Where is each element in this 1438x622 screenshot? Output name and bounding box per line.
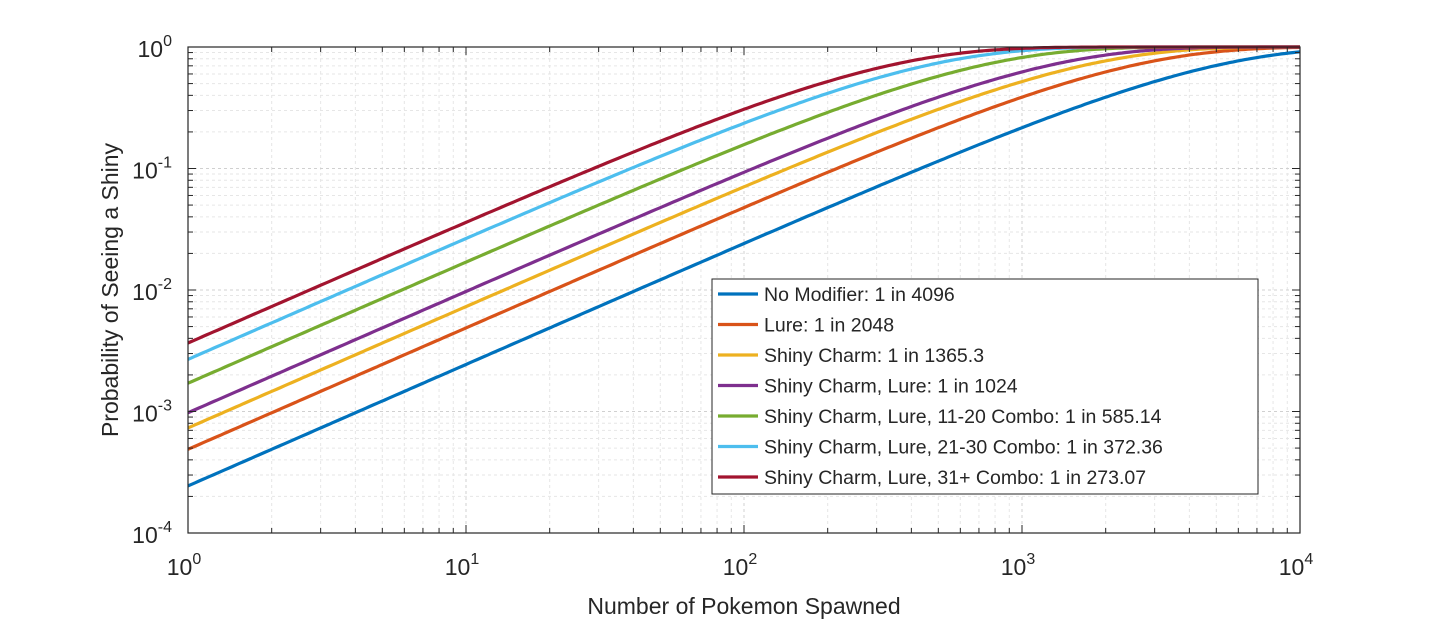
series-line <box>187 45 1301 451</box>
x-axis-label: Number of Pokemon Spawned <box>587 593 900 619</box>
x-tick-label: 103 <box>1001 551 1036 580</box>
y-tick-label: 10-1 <box>132 155 172 184</box>
legend: No Modifier: 1 in 4096 Lure: 1 in 2048 Shi… <box>711 278 1259 495</box>
legend-entry: No Modifier: 1 in 4096 <box>764 284 955 306</box>
x-tick-label: 104 <box>1279 551 1314 580</box>
x-tick-label: 102 <box>723 551 758 580</box>
legend-entry: Shiny Charm, Lure, 21-30 Combo: 1 in 372… <box>764 437 1163 459</box>
series-line <box>187 45 1300 430</box>
y-tick-label: 10-2 <box>132 276 172 305</box>
legend-entry: Shiny Charm: 1 in 1365.3 <box>764 345 984 367</box>
legend-entry: Shiny Charm, Lure, 11-20 Combo: 1 in 585… <box>764 406 1162 428</box>
x-tick-label: 100 <box>167 551 202 580</box>
legend-box <box>711 278 1259 495</box>
series-line <box>187 50 1301 488</box>
legend-entry: Shiny Charm, Lure: 1 in 1024 <box>764 376 1018 398</box>
legend-entry: Shiny Charm, Lure, 31+ Combo: 1 in 273.0… <box>764 467 1146 489</box>
series-line <box>187 45 1300 415</box>
y-tick-label: 10-3 <box>132 398 172 427</box>
y-axis-label: Probability of Seeing a Shiny <box>97 142 123 437</box>
ticks: 100 101 102 103 104 10-4 10-3 10-2 10-1 100 <box>132 33 1313 580</box>
legend-entry: Lure: 1 in 2048 <box>764 315 894 337</box>
x-tick-label: 101 <box>445 551 480 580</box>
y-tick-label: 100 <box>138 33 173 62</box>
y-tick-label: 10-4 <box>132 519 172 548</box>
